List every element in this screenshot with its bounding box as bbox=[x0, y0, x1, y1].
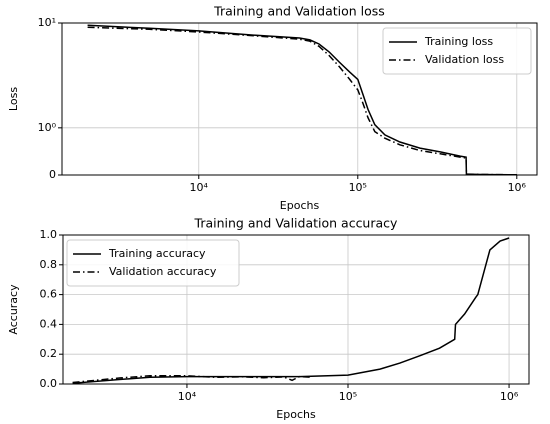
series-line bbox=[72, 237, 510, 385]
y-tick-label: 0.4 bbox=[40, 317, 58, 330]
x-axis-label: Epochs bbox=[276, 408, 316, 421]
y-tick-label: 0.0 bbox=[40, 377, 58, 390]
x-tick-label: 10⁵ bbox=[349, 181, 367, 194]
x-tick-label: 10⁶ bbox=[508, 181, 527, 194]
x-tick-label: 10⁶ bbox=[500, 390, 519, 403]
plot-frame bbox=[62, 234, 530, 385]
x-tick-label: 10⁴ bbox=[190, 181, 209, 194]
y-tick-label: 0.8 bbox=[40, 258, 58, 271]
x-axis-label: Epochs bbox=[280, 199, 320, 212]
legend-label: Training accuracy bbox=[108, 247, 206, 260]
y-tick-label: 1.0 bbox=[40, 228, 58, 241]
y-tick-label: 0.6 bbox=[40, 288, 58, 301]
y-axis-label: Loss bbox=[7, 87, 20, 111]
series-line bbox=[87, 24, 517, 176]
y-tick-label: 0 bbox=[49, 168, 56, 181]
series-line bbox=[87, 26, 517, 176]
y-axis-label: Accuracy bbox=[7, 284, 20, 335]
legend-box bbox=[66, 239, 240, 287]
legend-label: Validation loss bbox=[425, 53, 504, 66]
y-tick-label: 10¹ bbox=[38, 16, 56, 29]
y-tick-label: 10⁰ bbox=[38, 121, 57, 134]
legend: Training loss Validation loss bbox=[382, 27, 532, 75]
chart-title: Training and Validation loss bbox=[213, 4, 385, 19]
series-line bbox=[72, 375, 313, 384]
legend: Training accuracy Validation accuracy bbox=[66, 239, 240, 287]
y-tick-label: 0.2 bbox=[40, 347, 58, 360]
legend-label: Validation accuracy bbox=[109, 265, 217, 278]
plot-frame bbox=[61, 22, 538, 176]
chart-title: Training and Validation accuracy bbox=[194, 216, 398, 231]
x-tick-label: 10⁵ bbox=[339, 390, 357, 403]
x-tick-label: 10⁴ bbox=[178, 390, 197, 403]
legend-label: Training loss bbox=[424, 35, 493, 48]
legend-box bbox=[382, 27, 532, 75]
